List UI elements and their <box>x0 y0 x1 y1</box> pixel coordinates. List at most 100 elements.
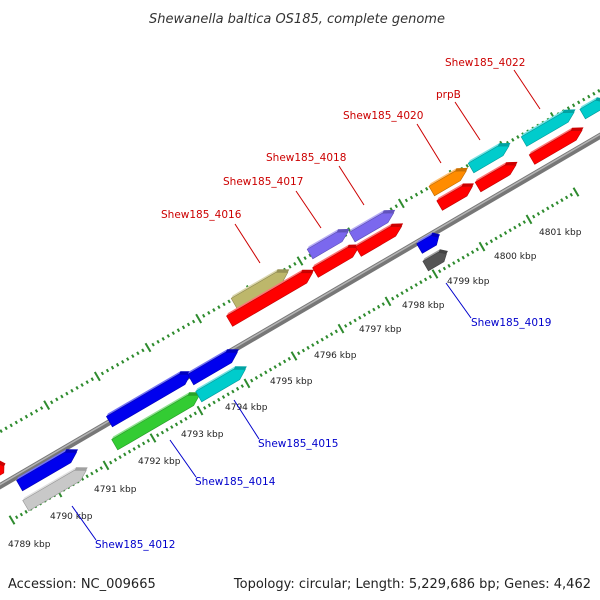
minor-tick <box>137 444 141 449</box>
minor-tick <box>560 198 564 203</box>
minor-tick <box>110 365 115 370</box>
gene-label: Shew185_4015 <box>258 438 338 450</box>
gene-label: prpB <box>436 89 461 101</box>
minor-tick <box>287 356 291 361</box>
gene-arrow-tip-face <box>461 183 474 187</box>
gene-arrow-tip-face <box>276 269 290 273</box>
minor-tick <box>409 195 414 200</box>
minor-tick <box>293 262 297 266</box>
scale-label: 4789 kbp <box>8 540 51 550</box>
minor-tick <box>358 315 362 320</box>
minor-tick <box>268 367 273 372</box>
scale-label: 4790 kbp <box>50 512 93 522</box>
gene-arrow-tip-face <box>74 467 88 471</box>
minor-tick <box>367 310 371 315</box>
gene-arrow-body <box>422 251 447 272</box>
backbone-highlight <box>0 133 600 486</box>
major-tick <box>102 460 110 471</box>
accession-text: Accession: NC_009665 <box>8 577 156 592</box>
gene-arrow-body <box>312 247 360 278</box>
gene-arrow <box>0 460 6 476</box>
gene-arrow-tip-face <box>225 349 239 353</box>
minor-tick <box>325 334 329 339</box>
minor-tick <box>222 302 226 307</box>
gene-arrow-body <box>428 170 467 197</box>
gene-arrow-body <box>474 164 517 193</box>
minor-tick <box>405 288 409 293</box>
minor-tick <box>452 261 456 265</box>
gene-arrow <box>422 249 448 272</box>
gene-label: Shew185_4019 <box>471 317 551 329</box>
gene-arrow-top <box>436 183 463 201</box>
gene-arrow-top <box>355 223 392 247</box>
gene-callouts: Shew185_4012 Shew185_4014 Shew185_4015 Shew… <box>71 57 551 551</box>
callout-line <box>338 165 365 206</box>
scale-label: 4795 kbp <box>270 377 313 387</box>
scale-label: 4796 kbp <box>314 351 357 361</box>
major-tick <box>384 296 392 307</box>
gene-arrow-top <box>312 244 349 268</box>
minor-tick <box>461 255 465 260</box>
gene-arrow-top <box>468 143 500 164</box>
minor-tick <box>212 308 216 312</box>
minor-tick <box>362 313 367 317</box>
gene-arrow <box>16 449 78 492</box>
gene-arrow-body <box>16 451 78 492</box>
minor-tick <box>353 318 357 323</box>
gene-arrow-top <box>195 366 236 392</box>
minor-tick <box>203 406 207 410</box>
minor-tick <box>24 414 29 419</box>
minor-tick <box>4 426 8 431</box>
scale-label: 4791 kbp <box>94 485 137 495</box>
minor-tick <box>184 416 188 421</box>
minor-tick <box>121 360 125 364</box>
minor-tick <box>170 425 174 429</box>
minor-tick <box>202 313 206 318</box>
gene-arrow-top <box>416 232 433 244</box>
minor-tick <box>126 357 130 361</box>
minor-tick <box>113 457 118 462</box>
minor-tick <box>259 373 263 378</box>
scale-labels: 4789 kbp 4790 kbp 4791 kbp 4792 kbp 4793 kbp… <box>8 228 582 550</box>
minor-tick <box>456 258 461 263</box>
gene-label: Shew185_4017 <box>223 176 303 188</box>
gene-arrow-tip-face <box>300 269 314 273</box>
major-tick <box>8 515 16 525</box>
major-tick <box>144 342 152 353</box>
minor-tick <box>372 307 376 312</box>
major-tick <box>572 187 580 197</box>
minor-tick <box>288 264 292 269</box>
minor-tick <box>577 100 581 105</box>
minor-tick <box>428 274 432 279</box>
minor-tick <box>156 339 160 344</box>
gene-arrow <box>230 269 290 310</box>
callout-line <box>416 123 442 164</box>
major-tick <box>525 214 533 225</box>
minor-tick <box>587 94 591 99</box>
minor-tick <box>273 365 277 369</box>
gene-arrow <box>306 228 350 260</box>
minor-tick <box>400 291 404 296</box>
gene-arrow <box>436 183 474 211</box>
minor-tick <box>151 342 155 347</box>
gene-arrow-top <box>231 269 278 299</box>
minor-tick <box>376 304 381 309</box>
minor-tick <box>532 214 536 219</box>
gene-arrow-top <box>529 127 573 155</box>
gene-arrow-body <box>520 112 575 147</box>
minor-tick <box>221 395 226 399</box>
minor-tick <box>181 325 186 330</box>
gene-arrow <box>520 109 576 147</box>
minor-tick <box>329 332 334 337</box>
gene-arrow-top <box>106 371 181 417</box>
gene-arrow-body <box>528 130 583 165</box>
gene-arrow-tip-face <box>233 366 247 370</box>
gene-label: Shew185_4014 <box>195 476 276 488</box>
minor-tick <box>555 201 559 205</box>
minor-tick <box>65 391 69 396</box>
minor-tick <box>240 384 244 388</box>
minor-tick <box>470 250 475 255</box>
minor-tick <box>566 106 571 111</box>
minor-tick <box>264 370 268 375</box>
